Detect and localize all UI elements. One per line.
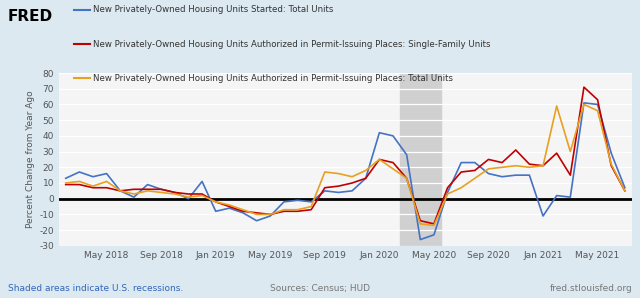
Text: Shaded areas indicate U.S. recessions.: Shaded areas indicate U.S. recessions.	[8, 284, 183, 293]
Y-axis label: Percent Change from Year Ago: Percent Change from Year Ago	[26, 91, 35, 228]
Text: FRED: FRED	[8, 9, 53, 24]
Text: fred.stlouisfed.org: fred.stlouisfed.org	[550, 284, 632, 293]
Text: Sources: Census; HUD: Sources: Census; HUD	[270, 284, 370, 293]
Bar	[400, 73, 441, 246]
Text: New Privately-Owned Housing Units Authorized in Permit-Issuing Places: Total Uni: New Privately-Owned Housing Units Author…	[93, 74, 453, 83]
Text: New Privately-Owned Housing Units Authorized in Permit-Issuing Places: Single-Fa: New Privately-Owned Housing Units Author…	[93, 40, 490, 49]
Text: New Privately-Owned Housing Units Started: Total Units: New Privately-Owned Housing Units Starte…	[93, 5, 333, 14]
